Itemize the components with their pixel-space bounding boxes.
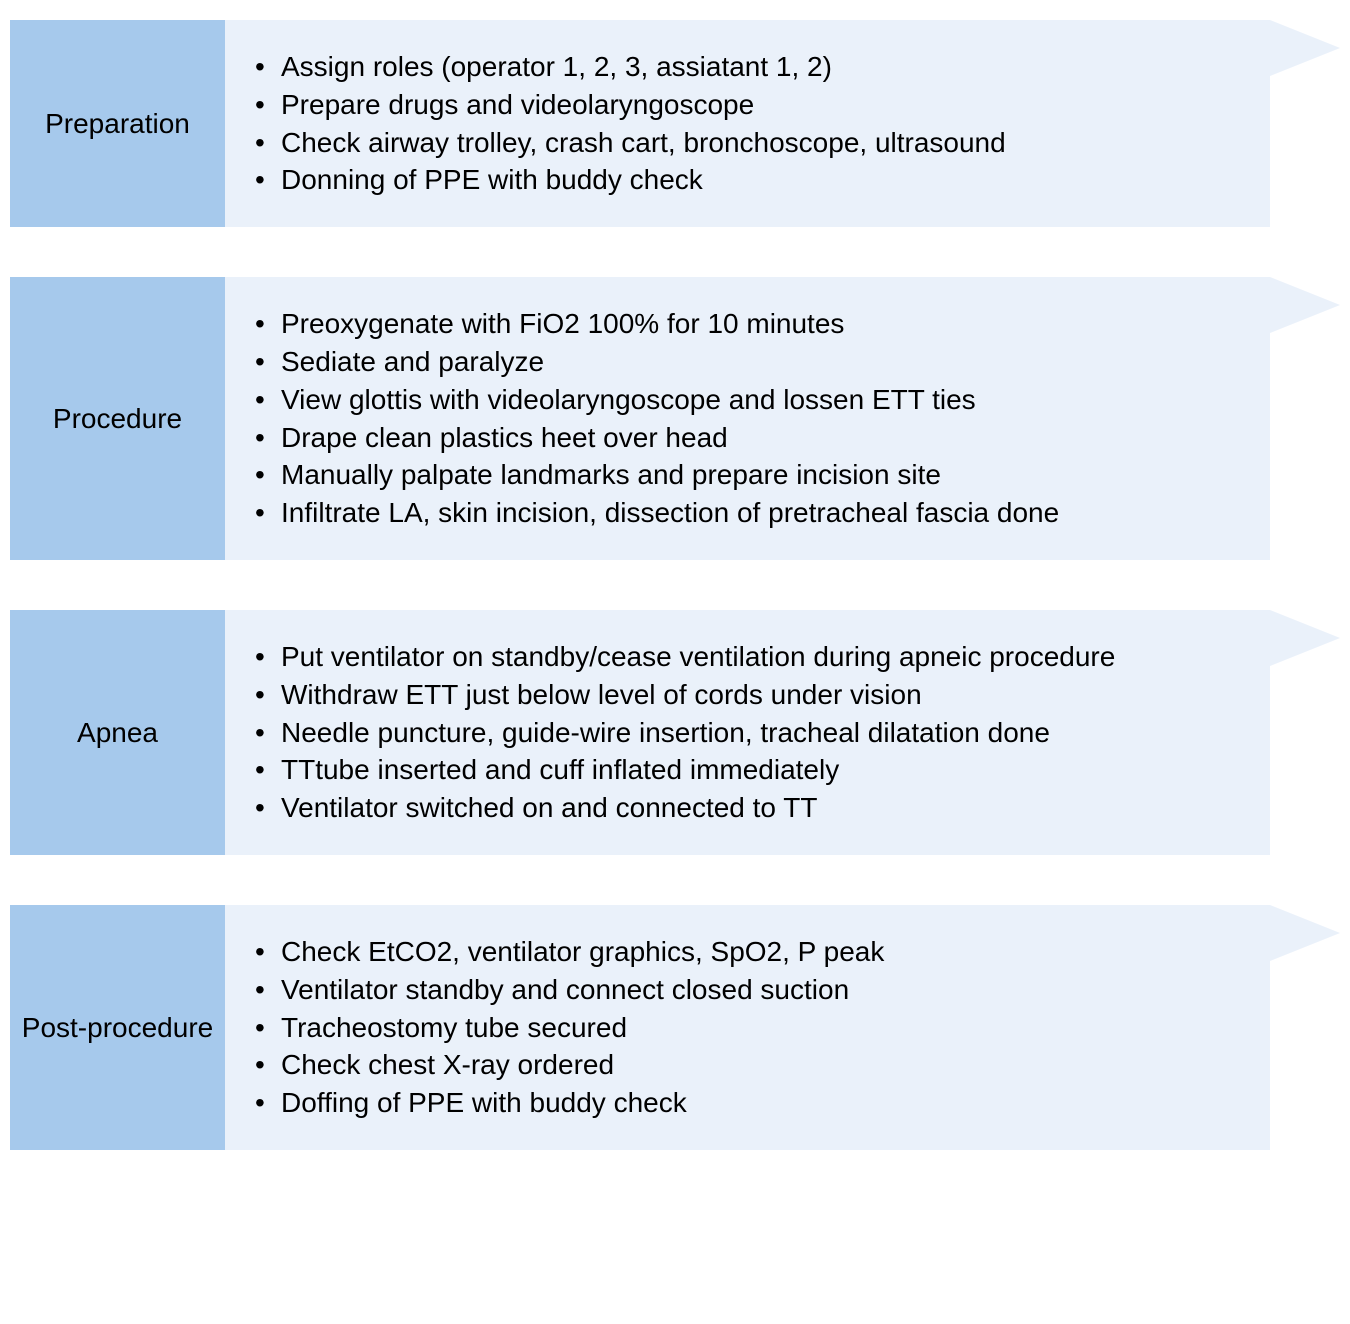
step-item: Check chest X-ray ordered: [255, 1046, 884, 1084]
step-item: Sediate and paralyze: [255, 343, 1059, 381]
step-body: Assign roles (operator 1, 2, 3, assiatan…: [225, 20, 1270, 227]
step-item: Preoxygenate with FiO2 100% for 10 minut…: [255, 305, 1059, 343]
step-item: Drape clean plastics heet over head: [255, 419, 1059, 457]
step-label: Preparation: [10, 20, 225, 227]
step-item: Prepare drugs and videolaryngoscope: [255, 86, 1006, 124]
step-item: Assign roles (operator 1, 2, 3, assiatan…: [255, 48, 1006, 86]
step-body: Check EtCO2, ventilator graphics, SpO2, …: [225, 905, 1270, 1150]
step-item: Doffing of PPE with buddy check: [255, 1084, 884, 1122]
step-item: Withdraw ETT just below level of cords u…: [255, 676, 1115, 714]
step-item: Put ventilator on standby/cease ventilat…: [255, 638, 1115, 676]
step-item: Donning of PPE with buddy check: [255, 161, 1006, 199]
step-item: Tracheostomy tube secured: [255, 1009, 884, 1047]
arrow-head-icon: [1270, 905, 1340, 961]
step-item: View glottis with videolaryngoscope and …: [255, 381, 1059, 419]
step-item: Needle puncture, guide-wire insertion, t…: [255, 714, 1115, 752]
step-item: Check EtCO2, ventilator graphics, SpO2, …: [255, 933, 884, 971]
step-item: Manually palpate landmarks and prepare i…: [255, 456, 1059, 494]
step-item: Check airway trolley, crash cart, bronch…: [255, 124, 1006, 162]
step-item: Infiltrate LA, skin incision, dissection…: [255, 494, 1059, 532]
flow-step-3: Post-procedure Check EtCO2, ventilator gr…: [10, 905, 1340, 1150]
flow-step-1: Procedure Preoxygenate with FiO2 100% for…: [10, 277, 1340, 560]
step-label: Apnea: [10, 610, 225, 855]
step-body: Preoxygenate with FiO2 100% for 10 minut…: [225, 277, 1270, 560]
arrow-head-icon: [1270, 277, 1340, 333]
step-item: Ventilator standby and connect closed su…: [255, 971, 884, 1009]
arrow-head-icon: [1270, 20, 1340, 76]
flow-step-2: Apnea Put ventilator on standby/cease ven…: [10, 610, 1340, 855]
step-item: Ventilator switched on and connected to …: [255, 789, 1115, 827]
step-label: Post-procedure: [10, 905, 225, 1150]
step-body: Put ventilator on standby/cease ventilat…: [225, 610, 1270, 855]
flow-step-0: Preparation Assign roles (operator 1, 2, …: [10, 20, 1340, 227]
step-label: Procedure: [10, 277, 225, 560]
arrow-head-icon: [1270, 610, 1340, 666]
step-item: TTtube inserted and cuff inflated immedi…: [255, 751, 1115, 789]
